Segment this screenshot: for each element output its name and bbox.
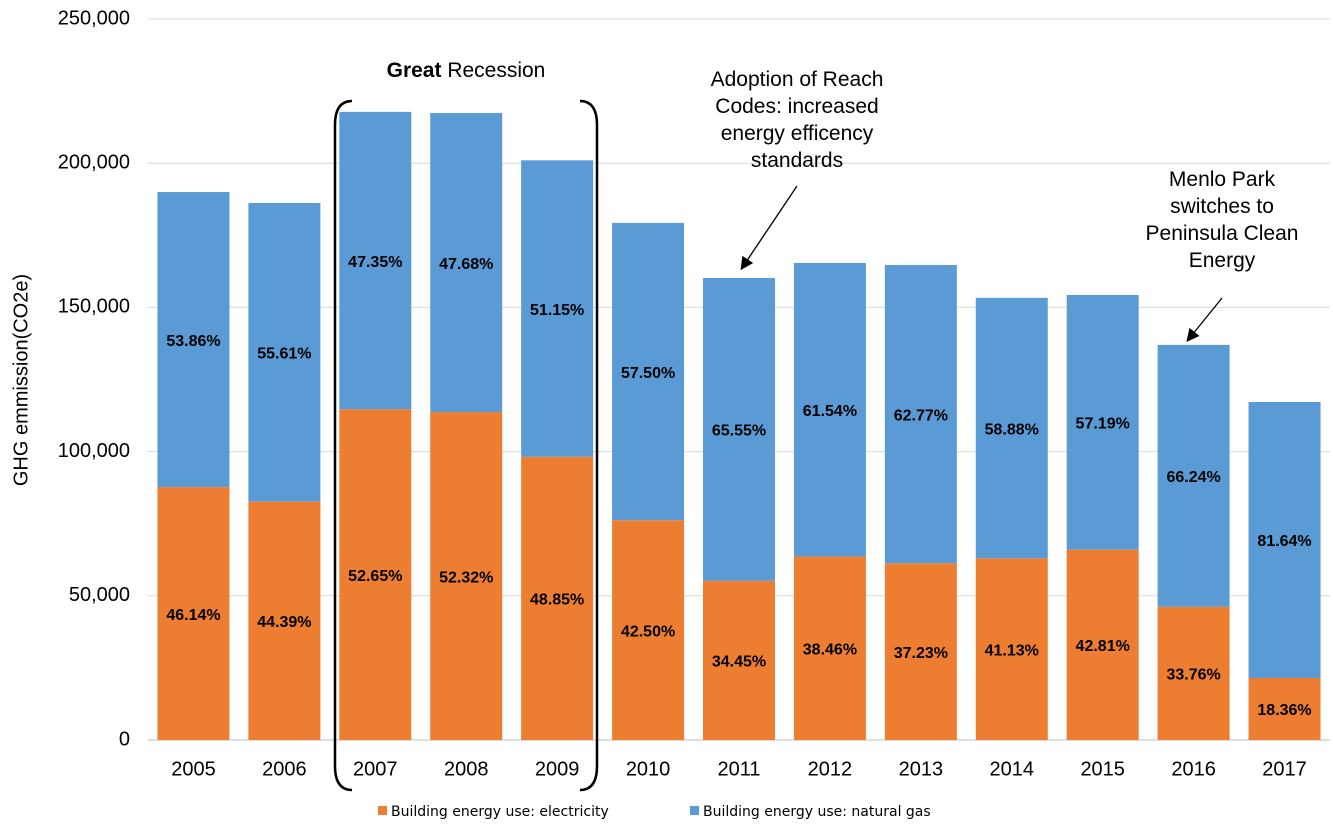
y-tick-label: 250,000 xyxy=(58,7,130,29)
annotation-line: Adoption of Reach xyxy=(711,68,884,91)
share-label: 42.81% xyxy=(1076,638,1130,655)
share-label: 61.54% xyxy=(803,403,857,420)
share-label: 66.24% xyxy=(1166,469,1220,486)
bar-segment xyxy=(975,297,1048,559)
x-tick-label: 2016 xyxy=(1171,758,1216,780)
bracket-left xyxy=(333,99,353,792)
bar-segment xyxy=(1248,401,1321,678)
x-tick-label: 2010 xyxy=(626,758,671,780)
share-label: 58.88% xyxy=(985,421,1039,438)
y-tick-label: 0 xyxy=(119,728,130,750)
bar-segment xyxy=(975,558,1048,740)
y-tick-label: 100,000 xyxy=(58,440,130,462)
x-tick-label: 2011 xyxy=(717,758,760,780)
bar-segment xyxy=(793,556,866,740)
bar-segment xyxy=(521,456,594,740)
x-tick-label: 2014 xyxy=(990,758,1035,780)
bar-segment xyxy=(884,563,957,740)
annotation-line: Codes: increased xyxy=(715,95,878,118)
share-label: 57.19% xyxy=(1076,416,1130,433)
arrow xyxy=(740,185,798,271)
y-tick-label: 150,000 xyxy=(58,296,130,318)
share-label: 41.13% xyxy=(985,642,1039,659)
share-label: 52.65% xyxy=(348,568,402,585)
x-tick-label: 2009 xyxy=(535,758,580,780)
annotation: Menlo Park switches to Peninsula Clean Ener… xyxy=(1146,168,1299,272)
x-tick-label: 2007 xyxy=(353,758,398,780)
arrow xyxy=(1186,297,1223,343)
share-label: 62.77% xyxy=(894,407,948,424)
bar-segment xyxy=(1066,294,1139,550)
legend-label: Building energy use: natural gas xyxy=(703,804,931,820)
bar-segment xyxy=(703,277,775,581)
bar-segment xyxy=(521,160,594,457)
bar-segment xyxy=(157,487,230,740)
annotation-line: Menlo Park xyxy=(1169,168,1276,191)
bar-segment xyxy=(703,580,775,740)
share-label: 38.46% xyxy=(803,642,857,659)
annotation: Adoption of Reach Codes: increased energy … xyxy=(711,68,884,172)
x-tick-label: 2017 xyxy=(1262,758,1307,780)
share-label: 57.50% xyxy=(621,365,675,382)
annotation-part: Great xyxy=(387,59,442,82)
bar-segment xyxy=(157,192,230,488)
x-tick-label: 2012 xyxy=(808,758,853,780)
bar-segment xyxy=(248,202,321,502)
y-tick-label: 50,000 xyxy=(69,584,130,606)
share-label: 44.39% xyxy=(257,614,311,631)
bar-segment xyxy=(339,409,412,740)
bar-segment xyxy=(248,501,321,740)
legend-label: Building energy use: electricity xyxy=(391,804,609,820)
annotation-part: Recession xyxy=(447,59,545,82)
y-axis-label: GHG emmission(CO2e) xyxy=(10,274,32,486)
x-tick-label: 2008 xyxy=(444,758,489,780)
bar-segment xyxy=(430,113,503,413)
share-label: 46.14% xyxy=(166,607,220,624)
annotation-line: Energy xyxy=(1189,249,1256,272)
share-label: 34.45% xyxy=(712,654,766,671)
share-label: 52.32% xyxy=(439,569,493,586)
share-label: 53.86% xyxy=(166,333,220,350)
share-label: 37.23% xyxy=(894,645,948,662)
share-label: 47.35% xyxy=(348,254,402,271)
annotation-line: energy efficency xyxy=(721,122,874,145)
bar-segment xyxy=(1248,677,1321,740)
legend-swatch xyxy=(378,806,387,815)
annotation-line: switches to xyxy=(1170,195,1274,218)
bar-segment xyxy=(793,262,866,557)
share-label: 65.55% xyxy=(712,423,766,440)
annotation-line: standards xyxy=(751,149,843,172)
bar-segment xyxy=(884,265,957,564)
annotation: Great Recession xyxy=(387,59,546,82)
bar-segment xyxy=(1066,549,1139,740)
share-label: 33.76% xyxy=(1166,667,1220,684)
share-label: 55.61% xyxy=(257,346,311,363)
share-label: 42.50% xyxy=(621,623,675,640)
x-tick-label: 2005 xyxy=(171,758,216,780)
bar-segment xyxy=(430,412,503,740)
x-tick-label: 2006 xyxy=(262,758,307,780)
share-label: 81.64% xyxy=(1257,533,1311,550)
bar-segment xyxy=(339,111,412,410)
bar-segment xyxy=(1157,344,1230,607)
bracket-right xyxy=(579,99,599,792)
share-label: 48.85% xyxy=(530,592,584,609)
share-label: 18.36% xyxy=(1257,702,1311,719)
bar-segment xyxy=(612,520,685,740)
legend-swatch xyxy=(690,806,699,815)
y-tick-label: 200,000 xyxy=(58,151,130,173)
share-label: 51.15% xyxy=(530,302,584,319)
bar-segment xyxy=(612,222,685,521)
annotation-line: Peninsula Clean xyxy=(1146,222,1299,245)
x-tick-label: 2013 xyxy=(899,758,944,780)
x-tick-label: 2015 xyxy=(1080,758,1125,780)
share-label: 47.68% xyxy=(439,256,493,273)
bar-segment xyxy=(1157,606,1230,740)
